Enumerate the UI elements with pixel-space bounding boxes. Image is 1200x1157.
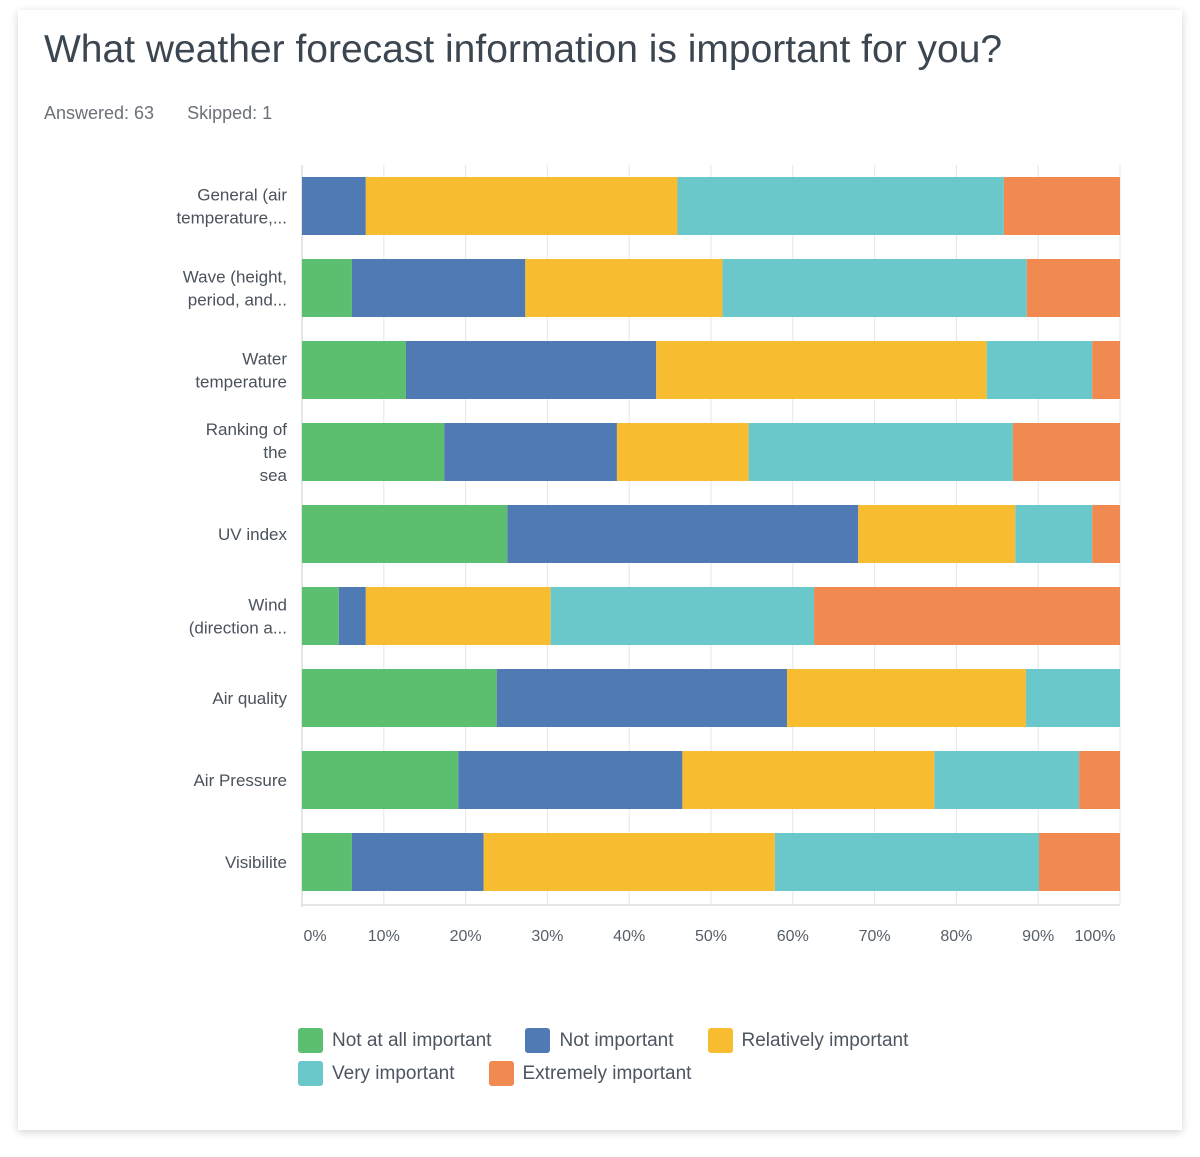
bar-segment bbox=[302, 341, 406, 399]
legend-item[interactable]: Relatively important bbox=[707, 1028, 909, 1053]
bar-segment bbox=[302, 259, 352, 317]
bar-segment bbox=[616, 423, 749, 481]
stacked-bar-chart: 0% 10% 20% 30% 40% 50% 60% 70% 80% 90% 100% General… bbox=[176, 165, 1121, 945]
bar-segment bbox=[458, 751, 683, 809]
bar-segment bbox=[1039, 833, 1120, 891]
legend-swatch bbox=[707, 1028, 733, 1053]
bar-segment bbox=[1012, 423, 1120, 481]
x-tick-label: 10% bbox=[368, 928, 400, 945]
bar-segment bbox=[1025, 669, 1120, 727]
category-label: Wind bbox=[248, 596, 287, 615]
bar-segment bbox=[986, 341, 1093, 399]
category-label: Air Pressure bbox=[193, 771, 287, 790]
bar-segment bbox=[787, 669, 1026, 727]
bar-segment bbox=[351, 833, 484, 891]
category-label: temperature bbox=[195, 373, 287, 392]
category-label: UV index bbox=[218, 525, 287, 544]
x-tick-label: 20% bbox=[450, 928, 482, 945]
bar-segment bbox=[774, 833, 1040, 891]
bar-segment bbox=[677, 177, 1004, 235]
chart-title: What weather forecast information is imp… bbox=[44, 28, 1003, 71]
legend-item[interactable]: Extremely important bbox=[488, 1061, 692, 1086]
bar-segment bbox=[507, 505, 859, 563]
bar-segment bbox=[1092, 505, 1120, 563]
legend-swatch bbox=[488, 1061, 514, 1086]
response-stats: Answered: 63 Skipped: 1 bbox=[44, 103, 300, 124]
category-label: (direction a... bbox=[189, 619, 287, 638]
skipped-count: Skipped: 1 bbox=[187, 103, 273, 123]
category-label: Air quality bbox=[212, 689, 287, 708]
bar-segment bbox=[682, 751, 935, 809]
x-tick-label: 0% bbox=[303, 928, 326, 945]
bar-segment bbox=[656, 341, 987, 399]
category-label: Wave (height, bbox=[183, 268, 287, 287]
answered-count: Answered: 63 bbox=[44, 103, 155, 123]
legend-label: Not at all important bbox=[332, 1029, 492, 1051]
bar-segment bbox=[525, 259, 723, 317]
bar-segment bbox=[1003, 177, 1120, 235]
bar-segment bbox=[858, 505, 1016, 563]
legend-label: Extremely important bbox=[522, 1062, 692, 1084]
legend: Not at all important Not important Relativ… bbox=[298, 1024, 1018, 1090]
legend-swatch bbox=[525, 1028, 551, 1053]
bar-segment bbox=[1092, 341, 1120, 399]
bar-segment bbox=[302, 587, 339, 645]
bar-segment bbox=[814, 587, 1120, 645]
category-label: General (air bbox=[197, 186, 287, 205]
x-tick-label: 100% bbox=[1075, 928, 1116, 945]
legend-item[interactable]: Not important bbox=[525, 1028, 674, 1053]
bar-segment bbox=[722, 259, 1027, 317]
bar-segment bbox=[351, 259, 526, 317]
bar-segment bbox=[444, 423, 617, 481]
bar-segment bbox=[365, 177, 678, 235]
x-tick-label: 80% bbox=[940, 928, 972, 945]
bar-segment bbox=[302, 423, 445, 481]
category-label: temperature,... bbox=[176, 209, 287, 228]
category-label: the bbox=[263, 443, 287, 462]
bar-segment bbox=[302, 177, 366, 235]
x-tick-label: 30% bbox=[531, 928, 563, 945]
bar-segment bbox=[1015, 505, 1093, 563]
bar-segment bbox=[365, 587, 551, 645]
bar-segment bbox=[496, 669, 788, 727]
bar-segment bbox=[302, 669, 497, 727]
bar-segment bbox=[302, 505, 508, 563]
x-tick-label: 70% bbox=[859, 928, 891, 945]
x-tick-label: 40% bbox=[613, 928, 645, 945]
bar-segment bbox=[1079, 751, 1120, 809]
x-tick-label: 50% bbox=[695, 928, 727, 945]
legend-swatch bbox=[298, 1028, 323, 1053]
category-label: sea bbox=[260, 466, 288, 485]
legend-label: Very important bbox=[332, 1062, 455, 1084]
bar-segment bbox=[550, 587, 815, 645]
category-label: Visibilite bbox=[225, 853, 287, 872]
bar-segment bbox=[405, 341, 657, 399]
legend-swatch bbox=[298, 1061, 323, 1086]
legend-label: Not important bbox=[559, 1029, 674, 1051]
bar-segment bbox=[748, 423, 1013, 481]
legend-item[interactable]: Very important bbox=[298, 1061, 455, 1086]
category-label: period, and... bbox=[188, 291, 287, 310]
bar-segment bbox=[302, 833, 352, 891]
x-tick-label: 60% bbox=[777, 928, 809, 945]
x-tick-label: 90% bbox=[1022, 928, 1054, 945]
bar-segment bbox=[338, 587, 366, 645]
legend-item[interactable]: Not at all important bbox=[298, 1028, 491, 1053]
bar-segment bbox=[483, 833, 775, 891]
bar-segment bbox=[934, 751, 1080, 809]
legend-label: Relatively important bbox=[741, 1029, 909, 1051]
bar-segment bbox=[302, 751, 459, 809]
category-label: Water bbox=[242, 350, 287, 369]
category-label: Ranking of bbox=[206, 420, 288, 439]
bar-segment bbox=[1026, 259, 1120, 317]
